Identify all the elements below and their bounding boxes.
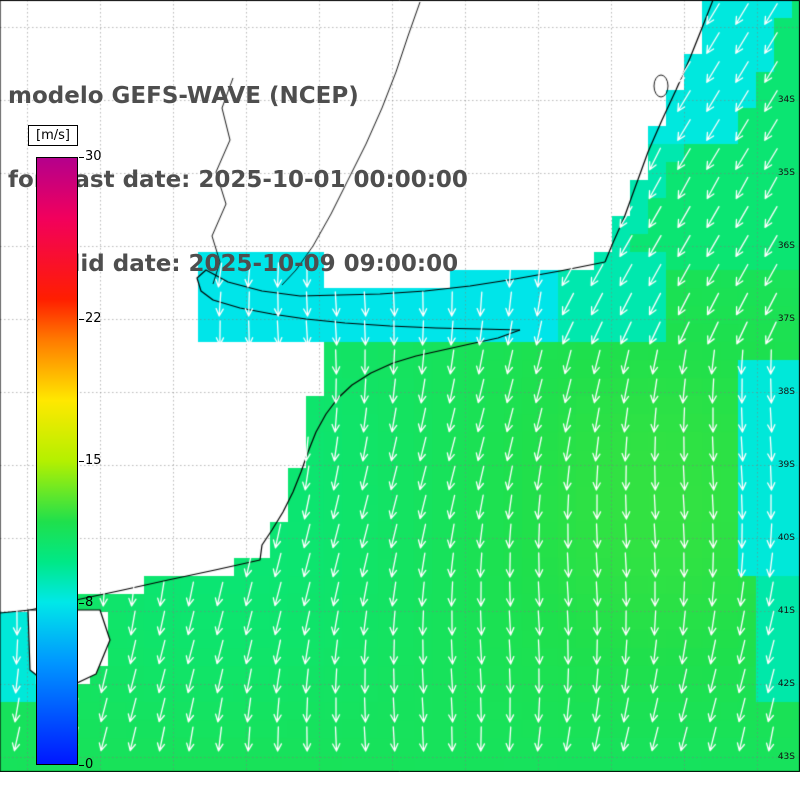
latitude-label: 36S — [777, 241, 795, 251]
valid-date-line: valid date: 2025-10-09 09:00:00 — [42, 251, 459, 277]
latitude-label: 34S — [777, 95, 795, 105]
colorbar-tick-mark — [79, 765, 84, 766]
colorbar-unit-label: [m/s] — [28, 125, 78, 146]
latitude-label: 40S — [777, 533, 795, 543]
model-title: modelo GEFS-WAVE (NCEP) — [8, 83, 359, 109]
colorbar-tick-mark — [79, 157, 84, 158]
latitude-label: 37S — [777, 314, 795, 324]
latitude-label: 42S — [777, 679, 795, 689]
latitude-label: 35S — [777, 168, 795, 178]
colorbar-tick-label: 0 — [85, 757, 94, 772]
colorbar-tick-label: 30 — [85, 149, 102, 164]
colorbar-tick-mark — [79, 461, 84, 462]
latitude-label: 41S — [777, 606, 795, 616]
latitude-label: 43S — [777, 752, 795, 762]
colorbar-tick-mark — [79, 319, 84, 321]
wave-field-map — [0, 0, 800, 772]
latitude-label: 39S — [777, 460, 795, 470]
colorbar-tick-mark — [79, 602, 84, 604]
colorbar-tick-label: 22 — [85, 311, 102, 327]
latitude-label: 38S — [777, 387, 795, 397]
colorbar-gradient — [36, 157, 78, 765]
colorbar-tick-label: 8 — [85, 594, 94, 610]
colorbar-tick-label: 15 — [85, 453, 102, 468]
